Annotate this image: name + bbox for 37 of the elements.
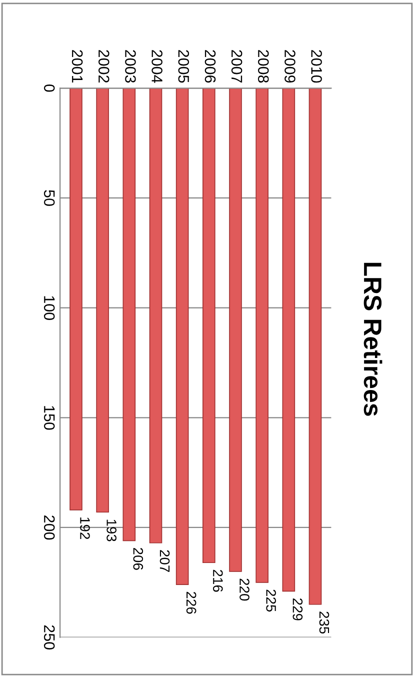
bar — [308, 88, 322, 605]
bar — [176, 88, 189, 586]
x-tick-label: 2002 — [98, 50, 110, 83]
bar — [282, 88, 296, 592]
x-tick-label: 2004 — [152, 50, 162, 83]
y-tick-label: 0 — [44, 84, 55, 92]
data-label: 192 — [80, 518, 90, 539]
x-tick-label: 2006 — [204, 50, 216, 83]
data-label: 193 — [106, 520, 116, 542]
y-tick-label: 250 — [44, 625, 55, 650]
data-label: 226 — [186, 592, 196, 614]
x-tick-label: 2001 — [72, 50, 83, 83]
data-label: 216 — [212, 570, 223, 592]
x-tick-label: 2003 — [125, 50, 136, 83]
y-tick-label: 100 — [44, 296, 55, 320]
text: LRS Retirees — [364, 262, 382, 416]
data-label: 229 — [292, 598, 303, 620]
bar — [70, 88, 82, 510]
x-tick-label: 2010 — [311, 50, 322, 83]
bar — [96, 88, 109, 513]
x-tick-label: 2007 — [231, 50, 242, 83]
y-tick-label: 150 — [44, 406, 55, 430]
bar — [256, 88, 268, 583]
data-label: 206 — [133, 548, 144, 570]
bar — [149, 88, 162, 544]
y-tick-label: 200 — [44, 516, 55, 540]
data-label: 225 — [266, 590, 276, 612]
data-label: 220 — [240, 578, 250, 601]
bar — [202, 88, 216, 564]
y-tick-label: 50 — [44, 190, 55, 206]
bar — [229, 88, 242, 572]
data-label: 207 — [160, 550, 170, 572]
x-tick-label: 2009 — [284, 50, 296, 83]
data-label: 235 — [319, 612, 330, 634]
bar — [122, 88, 136, 542]
x-tick-label: 2008 — [258, 50, 269, 83]
x-tick-label: 2005 — [178, 50, 190, 83]
